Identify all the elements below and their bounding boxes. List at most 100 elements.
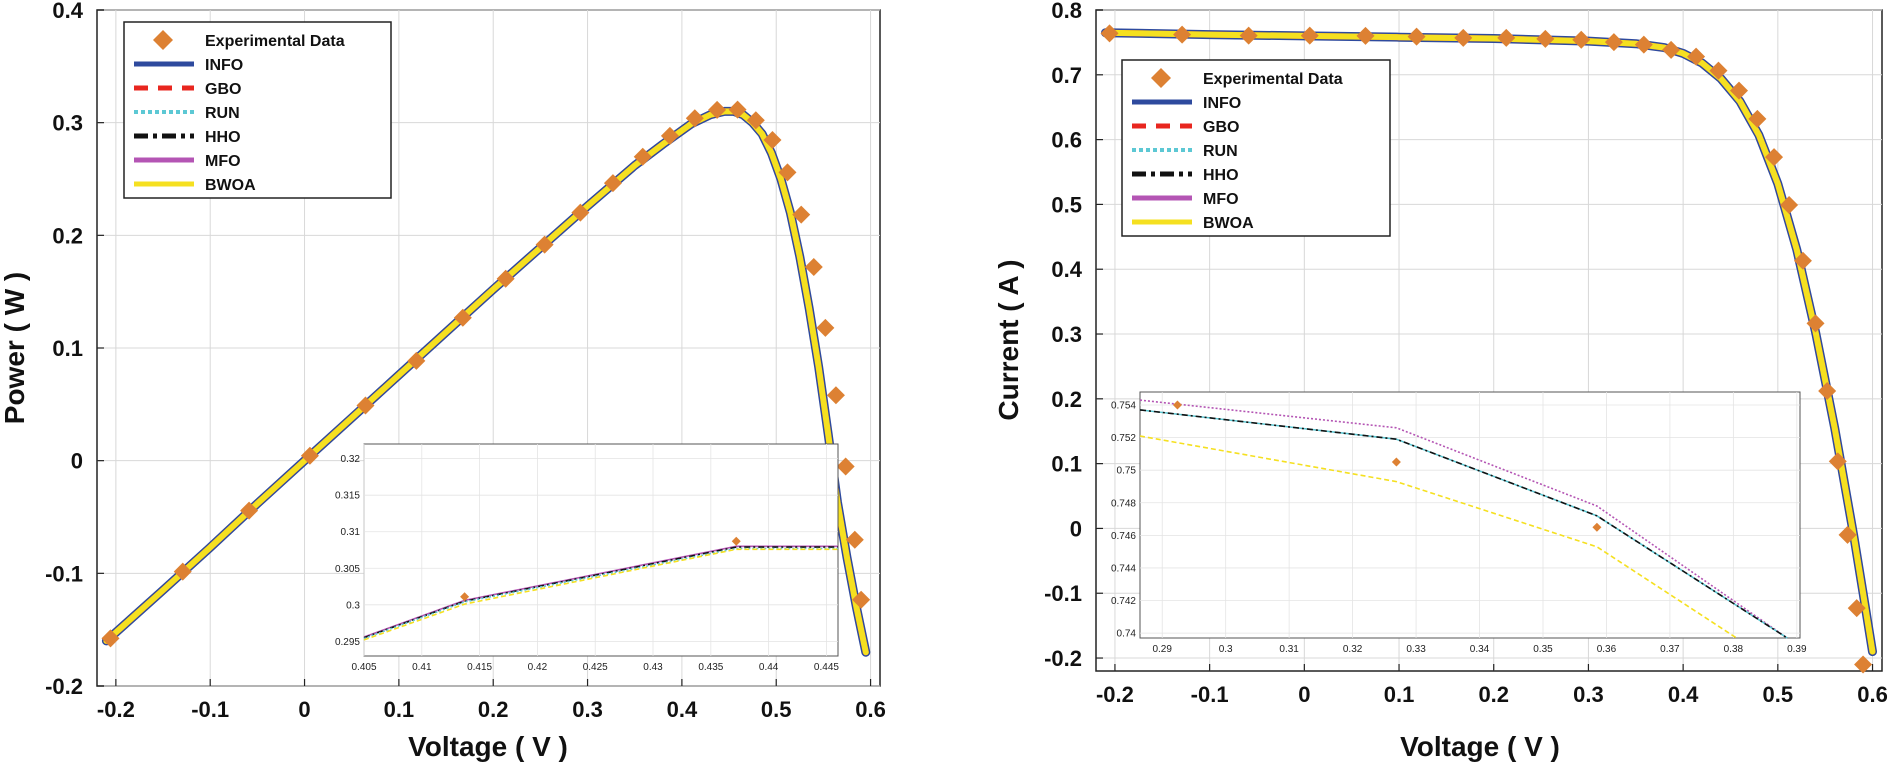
pv-experimental-point: [633, 147, 652, 166]
pv-x-ticks: -0.2 -0.1 0 0.1 0.2 0.3 0.4 0.5 0.6: [97, 679, 886, 722]
pv-x-tick-label: -0.2: [97, 697, 135, 722]
pv-legend-label-bwoa: BWOA: [205, 177, 256, 194]
iv-chart: -0.2 -0.1 0 0.1 0.2 0.3 0.4 0.5 0.6 -0.2 -0.1 0 0.1…: [993, 0, 1888, 762]
iv-y-tick-label: 0: [1070, 516, 1082, 541]
pv-experimental-markers: [101, 100, 871, 648]
iv-legend-label-mfo: MFO: [1203, 191, 1239, 208]
iv-experimental-point: [1780, 196, 1799, 215]
iv-inset-line: [1139, 399, 1788, 639]
iv-x-tick-label: 0.3: [1573, 682, 1604, 707]
iv-inset-x-tick-label: 0.39: [1787, 644, 1807, 655]
pv-inset-x-tick-label: 0.44: [759, 662, 779, 673]
pv-experimental-point: [496, 269, 515, 288]
iv-inset-y-tick-label: 0.75: [1117, 466, 1137, 477]
iv-y-tick-label: 0.2: [1051, 387, 1082, 412]
iv-inset-x-tick-label: 0.29: [1152, 644, 1172, 655]
pv-x-tick-label: 0.1: [384, 697, 415, 722]
iv-experimental-point: [1497, 28, 1516, 47]
iv-inset-ticks: 0.29 0.3 0.31 0.32 0.33 0.34 0.35 0.36 0.37 0.38 0…: [1111, 401, 1807, 655]
pv-experimental-point: [816, 318, 835, 337]
pv-y-ticks: -0.2 -0.1 0 0.1 0.2 0.3 0.4: [45, 0, 104, 699]
pv-inset-line: [363, 546, 838, 639]
pv-experimental-point: [603, 174, 622, 193]
iv-experimental-point: [1100, 24, 1119, 43]
iv-inset-x-tick-label: 0.31: [1279, 644, 1299, 655]
pv-inset-x-tick-label: 0.435: [698, 662, 723, 673]
iv-x-tick-label: 0.2: [1478, 682, 1509, 707]
iv-experimental-point: [1356, 26, 1375, 45]
iv-x-axis-label: Voltage ( V ): [1400, 731, 1560, 762]
pv-experimental-point: [300, 446, 319, 465]
pv-legend-label-experimental: Experimental Data: [205, 33, 345, 50]
iv-experimental-point: [1634, 35, 1653, 54]
pv-x-tick-label: 0.6: [855, 697, 886, 722]
pv-experimental-point: [240, 501, 259, 520]
iv-experimental-point: [1730, 81, 1749, 100]
iv-inset-y-tick-label: 0.742: [1111, 596, 1136, 607]
pv-legend-swatch-experimental: [153, 30, 173, 50]
iv-inset-y-tick-label: 0.74: [1117, 629, 1137, 640]
iv-y-tick-label: 0.7: [1051, 63, 1082, 88]
pv-inset-x-tick-label: 0.415: [467, 662, 492, 673]
pv-legend-label-run: RUN: [205, 105, 240, 122]
pv-inset-line: [363, 548, 838, 641]
pv-inset-x-tick-label: 0.43: [643, 662, 663, 673]
iv-inset-x-tick-label: 0.37: [1660, 644, 1680, 655]
pv-experimental-point: [804, 257, 823, 276]
iv-legend-label-bwoa: BWOA: [1203, 215, 1254, 232]
iv-x-ticks: -0.2 -0.1 0 0.1 0.2 0.3 0.4 0.5 0.6: [1096, 664, 1888, 707]
pv-y-tick-label: 0: [71, 449, 83, 474]
iv-experimental-point: [1709, 61, 1728, 80]
pv-inset-y-tick-label: 0.3: [346, 600, 360, 611]
pv-experimental-point: [826, 386, 845, 405]
pv-inset-grid: [363, 444, 838, 656]
iv-y-ticks: -0.2 -0.1 0 0.1 0.2 0.3 0.4 0.5 0.6 0.7 0.8: [1044, 0, 1103, 671]
pv-inset-y-tick-label: 0.315: [335, 491, 360, 502]
iv-y-tick-label: 0.6: [1051, 128, 1082, 153]
iv-inset-x-tick-label: 0.3: [1219, 644, 1233, 655]
pv-experimental-point: [852, 590, 871, 609]
iv-y-tick-label: 0.1: [1051, 452, 1082, 477]
iv-inset-x-tick-label: 0.33: [1406, 644, 1426, 655]
pv-experimental-point: [836, 457, 855, 476]
iv-inset-experimental-point: [1391, 457, 1401, 467]
iv-x-tick-label: 0.1: [1384, 682, 1415, 707]
iv-inset-y-tick-label: 0.746: [1111, 531, 1136, 542]
iv-y-tick-label: -0.2: [1044, 646, 1082, 671]
pv-x-tick-label: 0.5: [761, 697, 792, 722]
pv-inset-experimental-point: [731, 536, 741, 546]
iv-inset-x-tick-label: 0.36: [1597, 644, 1617, 655]
pv-legend-box: [123, 21, 392, 199]
iv-x-tick-label: 0.6: [1857, 682, 1888, 707]
pv-y-tick-label: 0.2: [52, 223, 83, 248]
pv-experimental-point: [535, 235, 554, 254]
pv-x-tick-label: 0.2: [478, 697, 509, 722]
pv-x-tick-label: 0: [298, 697, 310, 722]
iv-experimental-point: [1838, 525, 1857, 544]
pv-legend: Experimental Data INFO GBO RUN HHO MFO B…: [123, 21, 392, 199]
pv-y-tick-label: -0.2: [45, 674, 83, 699]
pv-y-tick-label: 0.1: [52, 336, 83, 361]
pv-experimental-point: [708, 100, 727, 119]
pv-x-tick-label: 0.4: [667, 697, 698, 722]
iv-inset-y-tick-label: 0.754: [1111, 401, 1136, 412]
pv-inset-plot-area: [363, 443, 839, 657]
iv-inset-x-tick-label: 0.32: [1343, 644, 1363, 655]
pv-inset-x-tick-label: 0.425: [583, 662, 608, 673]
pv-inset-y-tick-label: 0.295: [335, 637, 360, 648]
pv-experimental-point: [407, 351, 426, 370]
pv-y-tick-label: 0.4: [52, 0, 83, 23]
pv-inset-y-tick-label: 0.305: [335, 564, 360, 575]
pv-experimental-point: [173, 562, 192, 581]
iv-legend-box: [1121, 59, 1391, 237]
pv-experimental-point: [792, 205, 811, 224]
iv-experimental-point: [1572, 30, 1591, 49]
pv-inset: 0.405 0.41 0.415 0.42 0.425 0.43 0.435 0.44 0.44…: [335, 443, 839, 673]
pv-inset-experimental-point: [460, 592, 470, 602]
pv-experimental-point: [685, 109, 704, 128]
iv-inset-line: [1139, 435, 1737, 639]
iv-experimental-point: [1828, 452, 1847, 471]
iv-legend-label-info: INFO: [1203, 95, 1241, 112]
iv-experimental-point: [1454, 28, 1473, 47]
